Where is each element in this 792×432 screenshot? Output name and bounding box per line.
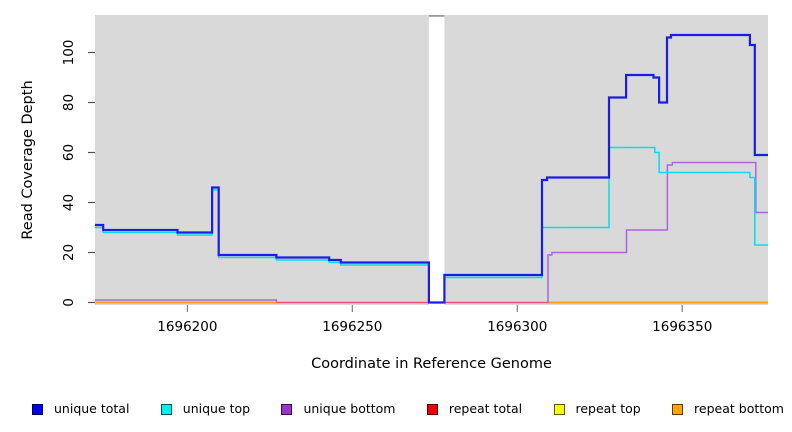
x-tick-label: 1696350 <box>652 319 712 335</box>
legend-label-unique-top: unique top <box>182 400 251 416</box>
y-tick-label: 100 <box>61 40 77 66</box>
legend-label-unique-total: unique total <box>54 400 130 416</box>
y-tick-label: 60 <box>61 144 77 161</box>
y-tick-label: 80 <box>61 94 77 111</box>
legend-label-repeat-bottom: repeat bottom <box>694 400 784 416</box>
y-tick-label: 0 <box>61 298 77 307</box>
gap-top-cap <box>428 15 445 17</box>
x-tick-label: 1696200 <box>157 319 217 335</box>
legend-item-unique-total: unique total <box>32 400 130 416</box>
legend-swatch-unique-bottom <box>281 403 293 415</box>
legend-swatch-repeat-total <box>426 403 438 415</box>
legend-item-repeat-total: repeat total <box>426 400 523 416</box>
legend-label-repeat-top: repeat top <box>575 400 641 416</box>
series-line-unique-bottom <box>547 161 768 304</box>
legend-item-unique-top: unique top <box>160 400 251 416</box>
legend-label-unique-bottom: unique bottom <box>303 400 396 416</box>
series-line-unique-bottom <box>95 299 278 303</box>
series-line-unique-total <box>95 33 768 304</box>
legend-item-repeat-bottom: repeat bottom <box>672 400 784 416</box>
x-tick-label: 1696250 <box>322 319 382 335</box>
y-axis-title: Read Coverage Depth <box>20 80 36 240</box>
y-tick-label: 20 <box>61 244 77 261</box>
legend-item-repeat-top: repeat top <box>553 400 641 416</box>
legend: unique total unique top unique bottom repea… <box>32 398 784 420</box>
legend-label-repeat-total: repeat total <box>448 400 523 416</box>
legend-swatch-unique-total <box>32 403 43 415</box>
legend-swatch-unique-top <box>160 403 172 415</box>
y-tick-label: 40 <box>61 194 77 211</box>
no-data-gap <box>428 15 445 305</box>
legend-swatch-repeat-top <box>553 403 565 415</box>
x-axis-title: Coordinate in Reference Genome <box>311 356 552 372</box>
legend-swatch-repeat-bottom <box>672 403 684 415</box>
legend-item-unique-bottom: unique bottom <box>281 400 396 416</box>
x-tick-label: 1696300 <box>487 319 547 335</box>
